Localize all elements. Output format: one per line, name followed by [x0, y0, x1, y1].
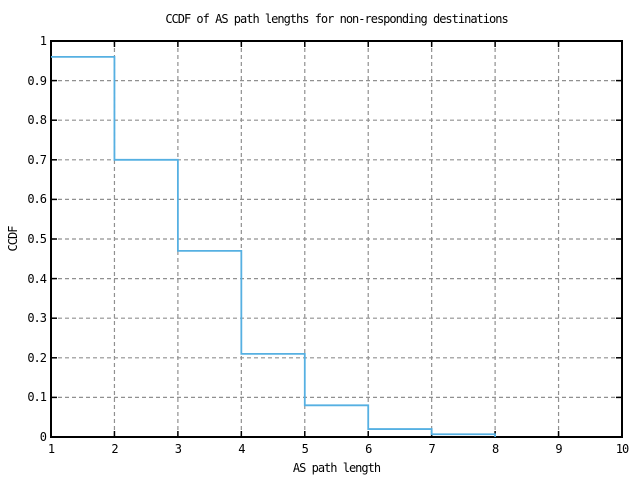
y-tick-label: 0.2: [27, 350, 47, 365]
ccdf-step-line: [51, 55, 497, 437]
y-tick-label: 0.6: [27, 192, 47, 207]
chart-title: CCDF of AS path lengths for non-respondi…: [165, 12, 508, 26]
x-tick-label: 2: [111, 442, 118, 456]
plot-border: [50, 40, 623, 438]
y-tick-label: 0.5: [27, 232, 47, 246]
x-tick-label: 8: [491, 442, 499, 456]
x-tick-label: 7: [428, 442, 436, 456]
x-axis-label: AS path length: [292, 461, 381, 475]
y-tick-label: 0: [39, 430, 47, 444]
x-tick-label: 10: [615, 442, 629, 456]
x-tick-label: 3: [174, 442, 182, 456]
x-tick-label: 9: [555, 442, 562, 456]
x-tick-label: 5: [301, 442, 309, 456]
x-tick-label: 1: [47, 442, 55, 456]
x-tick-label: 4: [238, 442, 245, 456]
x-tick-label: 6: [365, 442, 372, 456]
y-tick-label: 0.9: [27, 73, 47, 88]
y-tick-label: 1: [39, 34, 47, 48]
y-tick-label: 0.4: [27, 271, 47, 286]
y-tick-label: 0.3: [27, 311, 47, 326]
y-tick-label: 0.1: [27, 390, 47, 405]
y-tick-label: 0.8: [27, 113, 47, 128]
y-tick-label: 0.7: [27, 152, 47, 167]
